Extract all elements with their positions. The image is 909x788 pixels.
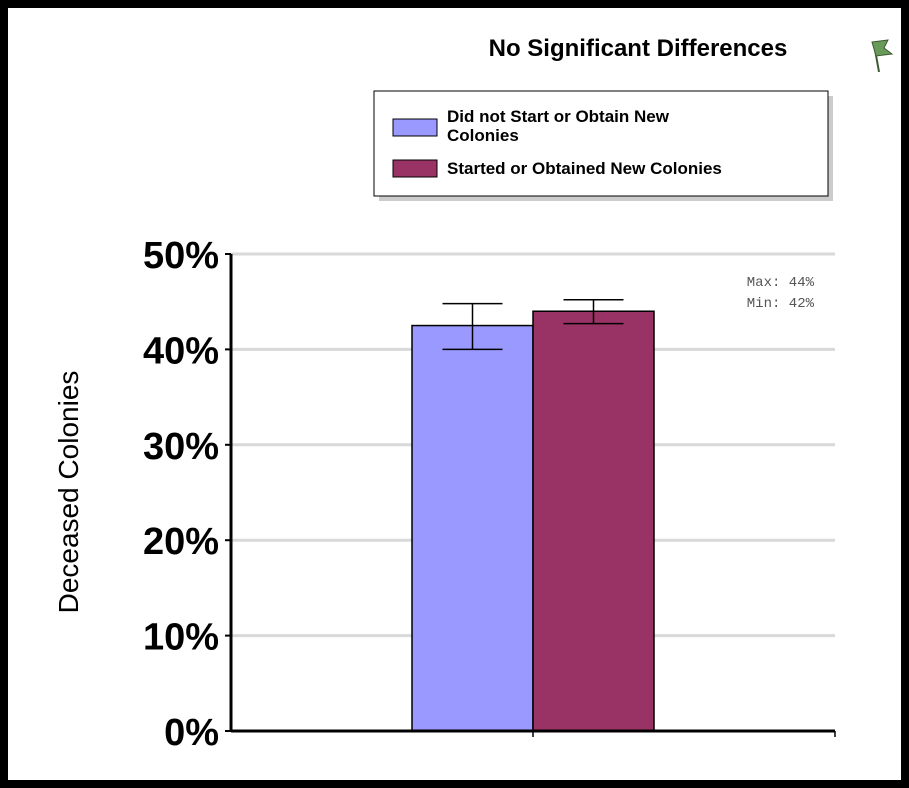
y-tick-label: 10% bbox=[143, 617, 219, 659]
legend-label-series-1-line1: Did not Start or Obtain New bbox=[447, 107, 670, 126]
y-tick-label: 0% bbox=[164, 712, 219, 754]
min-annotation: Min: 42% bbox=[747, 296, 815, 312]
y-tick-label: 40% bbox=[143, 330, 219, 372]
legend-label-series-2: Started or Obtained New Colonies bbox=[447, 159, 722, 178]
chart-title: No Significant Differences bbox=[489, 35, 788, 62]
y-tick-label: 30% bbox=[143, 426, 219, 468]
max-annotation: Max: 44% bbox=[747, 275, 815, 291]
legend-swatch-series-2 bbox=[393, 160, 437, 177]
y-tick-label: 50% bbox=[143, 235, 219, 277]
y-axis-ticks: 0% 10% 20% 30% 40% 50% bbox=[143, 235, 231, 754]
bars bbox=[412, 300, 654, 731]
bar-series-2 bbox=[533, 311, 654, 731]
bar-series-1 bbox=[412, 326, 533, 731]
legend-label-series-1-line2: Colonies bbox=[447, 126, 519, 145]
flag-icon bbox=[872, 40, 892, 72]
bar-chart: No Significant Differences Did not Start… bbox=[8, 8, 901, 780]
chart-frame: No Significant Differences Did not Start… bbox=[8, 8, 901, 780]
legend: Did not Start or Obtain New Colonies Sta… bbox=[374, 91, 833, 201]
y-axis-label: Deceased Colonies bbox=[53, 371, 84, 614]
y-tick-label: 20% bbox=[143, 521, 219, 563]
legend-swatch-series-1 bbox=[393, 119, 437, 136]
